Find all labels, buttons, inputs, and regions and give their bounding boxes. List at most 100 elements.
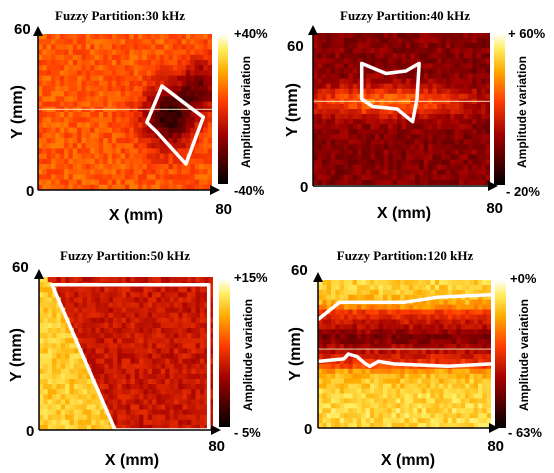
heatmap-cell: [450, 93, 456, 100]
heatmap-cell: [405, 154, 411, 161]
heatmap-cell: [472, 58, 478, 64]
heatmap-cell: [51, 158, 56, 165]
heatmap-cell: [130, 368, 136, 375]
heatmap-cell: [126, 373, 131, 380]
heatmap-cell: [111, 101, 117, 108]
heatmap-cell: [142, 143, 148, 149]
heatmap-cell: [454, 83, 460, 90]
heatmap-cell: [130, 307, 136, 314]
heatmap-cell: [423, 154, 429, 161]
heatmap-cell: [117, 338, 123, 344]
heatmap-cell: [366, 48, 372, 54]
heatmap-cell: [343, 129, 349, 135]
heatmap-cell: [142, 54, 148, 61]
heatmap-cell: [450, 129, 456, 135]
heatmap-cell: [482, 368, 488, 375]
heatmap-cell: [59, 39, 65, 45]
heatmap-cell: [191, 394, 197, 400]
heatmap-cell: [90, 132, 96, 139]
heatmap-cell: [379, 58, 385, 64]
heatmap-cell: [78, 414, 84, 421]
heatmap-cell: [38, 91, 43, 97]
heatmap-cell: [139, 389, 144, 395]
heatmap-cell: [104, 389, 110, 395]
heatmap-cell: [203, 122, 209, 129]
heatmap-cell: [177, 158, 183, 165]
heatmap-cell: [413, 294, 419, 301]
heatmap-cell: [204, 358, 210, 365]
heatmap-cell: [152, 424, 158, 430]
heatmap-cell: [387, 334, 393, 340]
heatmap-cell: [178, 389, 184, 395]
heatmap-cell: [46, 49, 52, 56]
heatmap-cell: [467, 169, 473, 176]
heatmap-cell: [326, 149, 332, 156]
heatmap-cell: [68, 101, 74, 108]
heatmap-cell: [164, 101, 170, 108]
heatmap-cell: [428, 134, 434, 140]
heatmap-cell: [365, 339, 371, 345]
heatmap-cell: [78, 328, 84, 334]
heatmap-cell: [152, 379, 158, 385]
heatmap-cell: [426, 393, 432, 399]
heatmap-cell: [370, 164, 376, 171]
heatmap-cell: [177, 54, 183, 61]
heatmap-cell: [478, 324, 483, 330]
heatmap-cell: [428, 38, 434, 44]
heatmap-cell: [98, 138, 104, 144]
heatmap-cell: [423, 53, 429, 59]
heatmap-cell: [125, 70, 130, 77]
heatmap-cell: [186, 424, 192, 430]
heatmap-cell: [318, 363, 323, 370]
heatmap-cell: [125, 65, 130, 71]
heatmap-cell: [335, 144, 341, 151]
heatmap-cell: [421, 423, 427, 428]
heatmap-cell: [378, 423, 384, 428]
heatmap-cell: [38, 164, 43, 170]
heatmap-cell: [94, 112, 100, 118]
heatmap-cell: [366, 58, 372, 64]
heatmap-cell: [417, 314, 423, 321]
heatmap-cell: [374, 109, 380, 115]
heatmap-cell: [203, 49, 209, 56]
heatmap-cell: [116, 122, 122, 129]
heatmap-cell: [352, 304, 358, 311]
heatmap-cell: [134, 419, 140, 426]
heatmap-cell: [165, 363, 171, 370]
heatmap-cell: [408, 403, 414, 409]
heatmap-cell: [120, 158, 126, 165]
heatmap-cell: [369, 418, 375, 424]
heatmap-cell: [374, 149, 380, 156]
heatmap-cell: [456, 329, 462, 335]
heatmap-cell: [400, 309, 406, 316]
heatmap-cell: [459, 103, 465, 110]
heatmap-cell: [129, 86, 135, 92]
heatmap-cell: [185, 44, 191, 51]
heatmap-cell: [116, 34, 122, 40]
heatmap-cell: [147, 302, 153, 309]
heatmap-cell: [348, 149, 354, 156]
heatmap-cell: [460, 319, 466, 325]
heatmap-cell: [208, 384, 213, 390]
heatmap-cell: [361, 139, 367, 146]
heatmap-cell: [78, 302, 84, 309]
heatmap-cell: [120, 49, 126, 56]
heatmap-cell: [400, 339, 406, 345]
heatmap-cell: [317, 53, 323, 59]
heatmap-cell: [68, 122, 74, 129]
heatmap-cell: [317, 83, 323, 90]
heatmap-cell: [413, 398, 419, 404]
heatmap-cell: [104, 414, 110, 421]
heatmap-cell: [86, 277, 92, 283]
heatmap-cell: [410, 83, 416, 90]
heatmap-cell: [441, 129, 447, 135]
heatmap-cell: [178, 292, 184, 298]
heatmap-cell: [107, 34, 113, 40]
heatmap-cell: [103, 138, 109, 144]
heatmap-cell: [78, 353, 84, 360]
heatmap-cell: [370, 48, 376, 54]
heatmap-cell: [436, 53, 442, 59]
heatmap-cell: [190, 158, 196, 165]
heatmap-cell: [330, 159, 336, 166]
heatmap-cell: [445, 78, 451, 85]
